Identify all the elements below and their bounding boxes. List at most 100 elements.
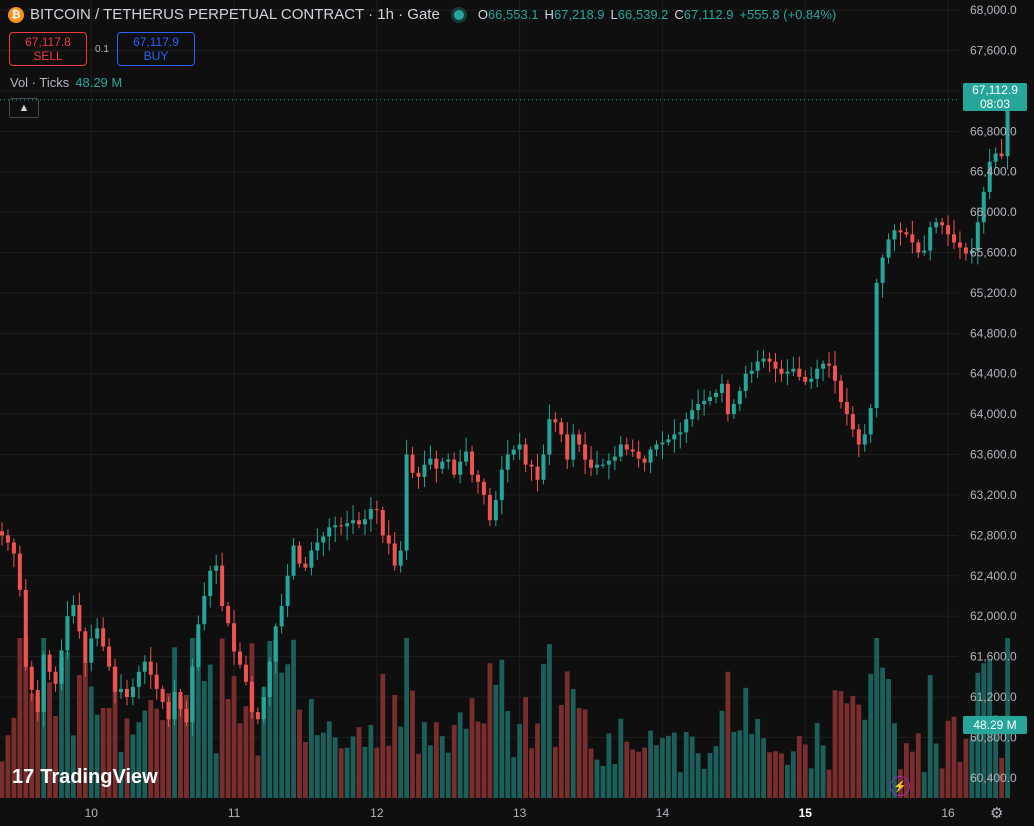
volume-bar — [713, 746, 719, 798]
candle-body — [940, 222, 945, 226]
volume-bar — [416, 753, 421, 798]
candle-body — [957, 242, 962, 248]
market-status-icon[interactable] — [453, 9, 464, 20]
candle-body — [785, 371, 790, 374]
candle-body — [440, 461, 445, 469]
candle-body — [904, 232, 909, 235]
tradingview-logo-icon: 17 — [12, 766, 35, 788]
bitcoin-icon: ₿ — [8, 6, 24, 23]
candle-body — [999, 153, 1004, 157]
price-tick-label: 60,400.0 — [970, 771, 1017, 785]
candle-body — [666, 439, 671, 443]
candle-body — [499, 469, 504, 501]
candle-body — [17, 553, 22, 590]
volume-bar — [445, 752, 451, 798]
price-tick-label: 66,800.0 — [970, 124, 1017, 138]
candle-body — [862, 434, 867, 445]
candle-body — [714, 392, 718, 397]
candle-body — [0, 531, 4, 536]
candle-body — [11, 542, 16, 554]
volume-legend[interactable]: Vol · Ticks 48.29 M — [10, 75, 123, 90]
price-tick-label: 61,200.0 — [970, 690, 1017, 704]
price-tick-label: 62,800.0 — [970, 528, 1017, 542]
candle-body — [101, 628, 106, 647]
candle-body — [339, 525, 344, 527]
volume-bar — [5, 735, 11, 798]
price-tick-label: 66,000.0 — [970, 205, 1017, 219]
candle-body — [321, 536, 326, 543]
volume-bar — [874, 638, 880, 798]
candle-body — [404, 454, 409, 551]
candle-body — [214, 565, 219, 571]
candle-body — [618, 444, 623, 457]
chart-header: ₿ BITCOIN / TETHERUS PERPETUAL CONTRACT … — [8, 6, 836, 23]
time-tick-label: 16 — [941, 806, 955, 820]
volume-bar — [820, 745, 826, 798]
volume-bar — [904, 743, 909, 798]
volume-bar — [892, 723, 897, 798]
candle-body — [41, 654, 46, 713]
volume-bar — [493, 684, 499, 798]
volume-bar — [719, 710, 725, 798]
volume-bar — [969, 738, 975, 798]
candle-body — [910, 234, 915, 243]
price-tick-label: 62,400.0 — [970, 569, 1017, 583]
volume-bar — [207, 664, 213, 798]
candle-body — [291, 545, 296, 576]
volume-bar — [612, 763, 618, 798]
gear-icon[interactable]: ⚙ — [990, 805, 1004, 822]
volume-bar — [636, 751, 642, 798]
volume-bar — [404, 638, 409, 798]
lightning-icon[interactable]: ⚡ — [890, 776, 910, 796]
volume-bar — [17, 638, 23, 798]
volume-bar — [796, 736, 802, 798]
candle-body — [190, 666, 195, 723]
price-candles — [0, 92, 1010, 736]
candle-body — [654, 444, 659, 450]
volume-bar — [755, 718, 761, 798]
candle-body — [648, 449, 653, 463]
candle-body — [708, 396, 713, 402]
volume-bar — [332, 737, 338, 798]
volume-bar — [606, 733, 612, 798]
price-tick-label: 65,600.0 — [970, 246, 1017, 260]
candle-body — [642, 458, 647, 463]
candle-body — [410, 454, 415, 473]
volume-bar — [71, 735, 76, 798]
volume-bar — [588, 748, 594, 798]
time-tick-label: 13 — [513, 806, 527, 820]
volume-bar — [856, 704, 862, 798]
candle-body — [517, 444, 522, 450]
volume-bar — [136, 722, 142, 798]
volume-bar — [701, 768, 707, 798]
candle-body — [208, 570, 213, 596]
tradingview-logo[interactable]: 17 TradingView — [12, 766, 158, 788]
candle-body — [874, 282, 879, 409]
volume-bar — [951, 716, 957, 798]
candle-body — [975, 222, 980, 251]
candle-body — [428, 458, 433, 465]
volume-bar — [808, 768, 814, 798]
candle-body — [226, 606, 231, 624]
volume-bar — [642, 747, 647, 798]
candle-body — [779, 368, 784, 374]
candle-body — [476, 474, 480, 482]
volume-bar — [487, 663, 493, 798]
candle-body — [297, 545, 302, 564]
symbol-title[interactable]: BITCOIN / TETHERUS PERPETUAL CONTRACT · … — [30, 6, 440, 23]
volume-bar — [112, 666, 118, 798]
candle-body — [357, 520, 361, 525]
volume-bar — [219, 638, 225, 798]
candle-body — [993, 153, 998, 162]
volume-bar — [160, 720, 166, 798]
volume-bar — [505, 711, 511, 798]
chevron-up-icon[interactable]: ▲ — [9, 98, 39, 118]
volume-bar — [552, 746, 558, 798]
candle-body — [267, 661, 272, 697]
sell-button[interactable]: 67,117.8 SELL — [9, 32, 87, 66]
volume-bar — [47, 682, 52, 798]
buy-button[interactable]: 67,117.9 BUY — [117, 32, 195, 66]
volume-bar — [106, 708, 112, 798]
candle-body — [595, 464, 599, 468]
